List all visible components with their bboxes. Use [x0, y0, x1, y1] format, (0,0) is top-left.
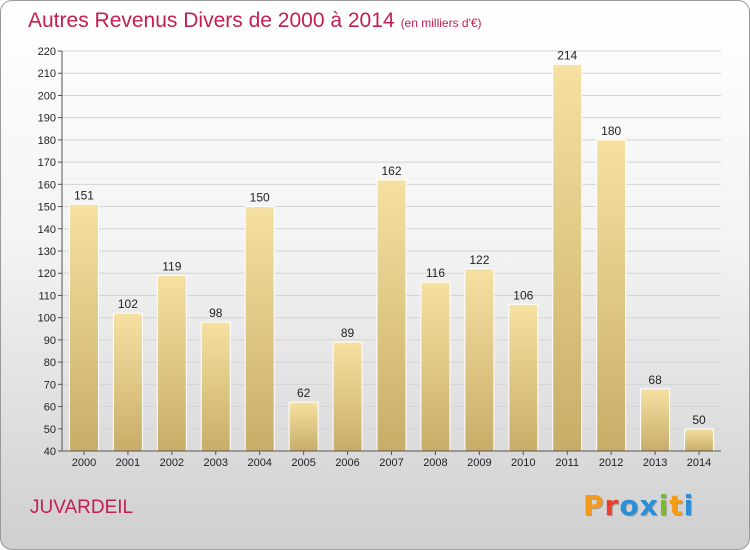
x-tick-label: 2010: [511, 457, 535, 469]
bar: [244, 206, 275, 452]
proxiti-logo: Proxiti: [583, 489, 694, 522]
bar: [68, 203, 99, 452]
bar-value-label: 214: [557, 48, 577, 62]
logo-letter: i: [683, 489, 695, 522]
x-tick-label: 2009: [467, 457, 491, 469]
y-tick-label: 220: [38, 46, 56, 58]
bar: [156, 274, 187, 452]
y-tick-label: 140: [38, 224, 56, 236]
bar-value-label: 119: [162, 259, 181, 273]
bar-value-label: 122: [469, 253, 489, 267]
x-tick-label: 2013: [643, 457, 667, 469]
y-tick-label: 100: [38, 313, 56, 325]
commune-name: JUVARDEIL: [30, 497, 134, 518]
bar-value-label: 116: [426, 266, 445, 280]
bar: [552, 63, 583, 452]
bar-value-label: 68: [648, 373, 662, 387]
bar-value-label: 102: [118, 297, 138, 311]
bar-value-label: 50: [692, 413, 706, 427]
logo-letter: i: [658, 489, 670, 522]
x-tick-label: 2001: [116, 457, 140, 469]
y-tick-label: 180: [38, 135, 56, 147]
bar: [508, 303, 539, 452]
bar: [376, 179, 407, 452]
y-tick-label: 120: [38, 268, 56, 280]
labels: 151 102 119 98 150 62 89 162 116 122 106 214 180 68 50: [74, 48, 706, 426]
x-tick-label: 2014: [687, 457, 711, 469]
y-tick-label: 40: [44, 446, 56, 458]
logo-letter: P: [583, 489, 605, 522]
bar-value-label: 62: [297, 386, 311, 400]
x-tick-label: 2003: [204, 457, 228, 469]
bar: [596, 139, 627, 452]
x-tick-label: 2002: [160, 457, 184, 469]
logo-letter: x: [639, 489, 659, 522]
x-tick-label: 2006: [335, 457, 359, 469]
bar-value-label: 180: [601, 124, 621, 138]
chart-title-text: Autres Revenus Divers de 2000 à 2014: [28, 9, 395, 32]
bar: [332, 341, 363, 452]
x-tick-label: 2011: [555, 457, 579, 469]
y-tick-label: 110: [38, 290, 56, 302]
x-tick-label: 2007: [379, 457, 403, 469]
bars: [68, 63, 715, 452]
bar-value-label: 162: [381, 164, 401, 178]
x-tick-label: 2005: [291, 457, 315, 469]
logo-letter: o: [619, 489, 640, 522]
y-tick-label: 160: [38, 179, 56, 191]
bar: [200, 321, 231, 452]
chart-unit: (en milliers d'€): [400, 16, 482, 30]
y-tick-label: 60: [44, 402, 56, 414]
y-tick-label: 210: [38, 68, 56, 80]
axes: 4050607080901001101201301401501601701801…: [38, 46, 721, 469]
y-tick-label: 50: [44, 424, 56, 436]
x-tick-label: 2000: [72, 457, 96, 469]
bar: [684, 428, 715, 452]
bar: [420, 281, 451, 452]
bar-value-label: 151: [74, 188, 94, 202]
y-tick-label: 80: [44, 357, 56, 369]
y-tick-label: 190: [38, 113, 56, 125]
y-tick-label: 70: [44, 379, 56, 391]
bar: [640, 388, 671, 452]
bar: [288, 401, 319, 452]
y-tick-label: 130: [38, 246, 56, 258]
x-tick-label: 2012: [599, 457, 623, 469]
bar-value-label: 89: [341, 326, 355, 340]
y-tick-label: 200: [38, 90, 56, 102]
chart-title: Autres Revenus Divers de 2000 à 2014 (en …: [28, 9, 482, 33]
bar: [112, 312, 143, 452]
y-tick-label: 90: [44, 335, 56, 347]
x-tick-label: 2008: [423, 457, 447, 469]
logo-letter: t: [669, 489, 684, 522]
logo-letter: r: [604, 489, 620, 522]
bar-value-label: 106: [513, 288, 533, 302]
y-tick-label: 150: [38, 202, 56, 214]
bar: [464, 268, 495, 452]
y-tick-label: 170: [38, 157, 56, 169]
bar-value-label: 98: [209, 306, 223, 320]
bar-value-label: 150: [250, 191, 270, 205]
x-tick-label: 2004: [247, 457, 271, 469]
